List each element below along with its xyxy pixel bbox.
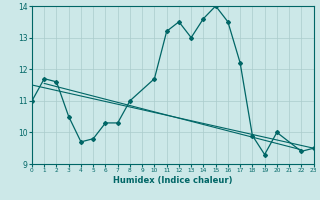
X-axis label: Humidex (Indice chaleur): Humidex (Indice chaleur) (113, 176, 233, 185)
